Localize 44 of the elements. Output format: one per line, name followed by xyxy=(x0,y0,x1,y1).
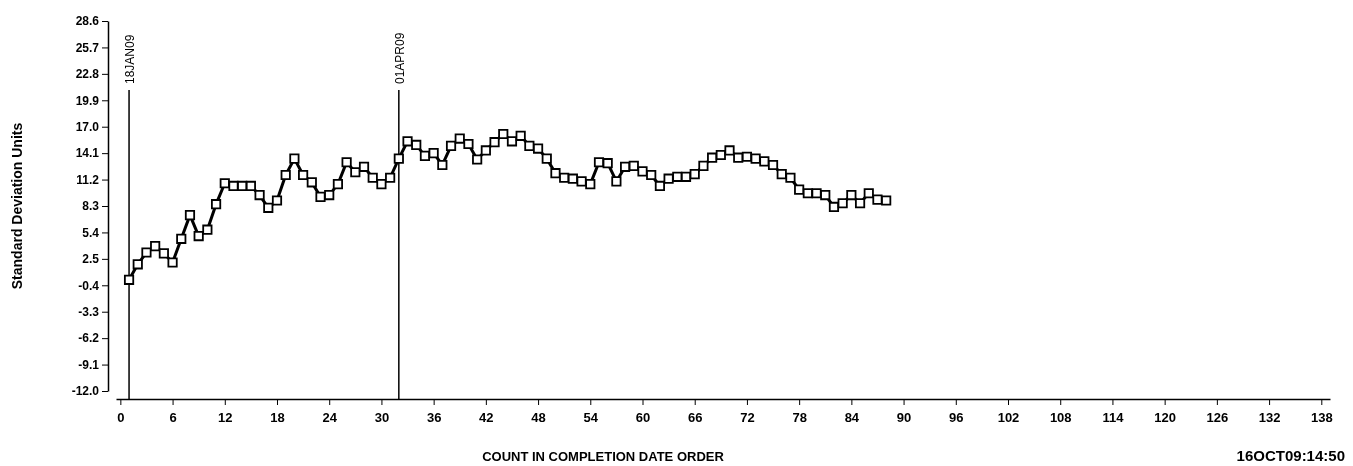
y-tick-label: -3.3 xyxy=(78,305,100,320)
y-tick-label: 11.2 xyxy=(76,172,100,187)
x-tick-label: 108 xyxy=(1049,410,1072,426)
x-tick-label: 6 xyxy=(169,410,177,426)
x-tick-label: 120 xyxy=(1154,410,1176,426)
x-tick-label: 126 xyxy=(1206,410,1229,426)
x-tick-label: 36 xyxy=(426,410,442,426)
y-tick-label: 14.1 xyxy=(75,146,100,161)
y-tick-label: 17.0 xyxy=(75,120,100,135)
x-tick-label: 12 xyxy=(218,410,233,426)
y-tick-label: 2.5 xyxy=(82,252,100,267)
x-tick-label: 132 xyxy=(1258,410,1281,426)
x-tick-label: 102 xyxy=(997,410,1020,426)
x-tick-label: 96 xyxy=(949,410,964,426)
x-tick-label: 78 xyxy=(792,410,807,426)
y-tick-label: 8.3 xyxy=(82,199,100,214)
x-tick-label: 60 xyxy=(635,410,651,426)
y-axis-title: Standard Deviation Units xyxy=(9,122,25,290)
y-tick-label: -6.2 xyxy=(78,331,100,346)
x-tick-label: 0 xyxy=(117,410,125,426)
y-tick-label: 19.9 xyxy=(75,93,100,108)
x-tick-label: 30 xyxy=(374,410,390,426)
y-tick-label: -12.0 xyxy=(71,384,100,399)
x-tick-label: 138 xyxy=(1310,410,1333,426)
x-tick-label: 72 xyxy=(740,410,755,426)
x-tick-label: 54 xyxy=(583,410,599,426)
y-tick-label: 22.8 xyxy=(75,67,100,82)
x-tick-label: 90 xyxy=(896,410,912,426)
x-axis-title: COUNT IN COMPLETION DATE ORDER xyxy=(482,449,725,464)
y-tick-label: -0.4 xyxy=(78,278,100,293)
x-tick-label: 114 xyxy=(1102,410,1125,426)
x-tick-label: 66 xyxy=(687,410,703,426)
x-tick-label: 42 xyxy=(479,410,494,426)
ref-line-label: 01APR09 xyxy=(392,32,407,84)
y-tick-label: 25.7 xyxy=(75,40,100,55)
y-tick-label: 28.6 xyxy=(75,14,100,29)
y-tick-label: 5.4 xyxy=(82,225,100,240)
x-tick-label: 24 xyxy=(322,410,338,426)
text: 16OCT09:14:50 xyxy=(1236,447,1345,464)
x-tick-label: 18 xyxy=(270,410,285,426)
x-tick-label: 84 xyxy=(844,410,860,426)
ref-line-label: 18JAN09 xyxy=(123,34,138,84)
y-tick-label: -9.1 xyxy=(78,357,100,372)
x-tick-label: 48 xyxy=(531,410,546,426)
